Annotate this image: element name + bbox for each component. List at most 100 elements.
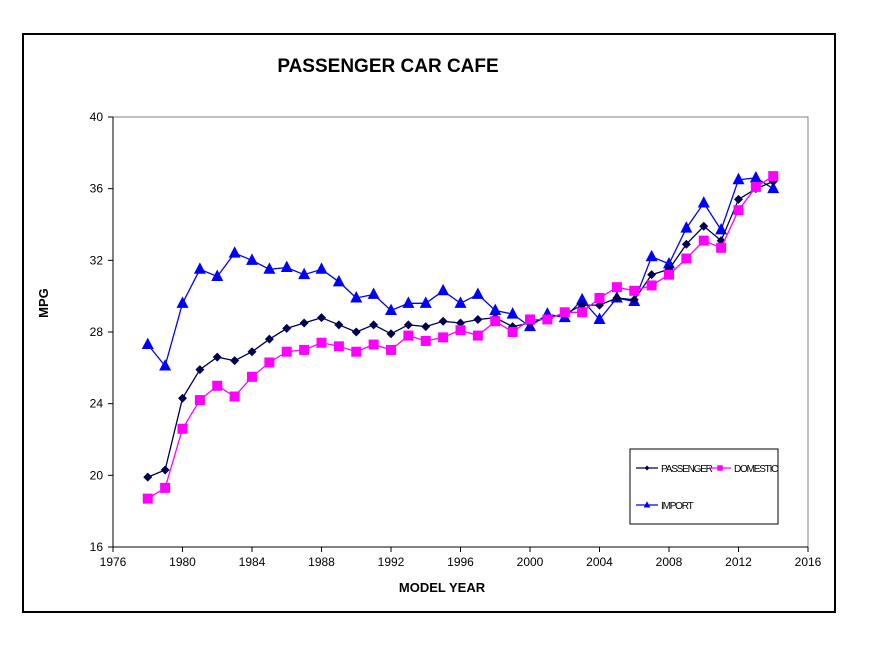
data-point-passenger [178,393,187,403]
data-point-import [697,196,710,208]
data-point-domestic [681,253,692,264]
y-tick-label: 36 [90,182,104,196]
x-tick-label: 1984 [239,555,266,569]
data-point-passenger [351,327,361,337]
data-point-domestic [333,341,344,352]
x-tick-label: 1976 [100,555,127,569]
data-point-passenger [647,270,657,280]
series-layer [141,171,780,504]
x-tick-label: 2012 [725,555,752,569]
data-point-import [280,260,293,272]
x-tick-label: 1980 [169,555,196,569]
data-point-passenger [160,465,170,475]
y-tick-label: 20 [90,468,104,482]
data-point-domestic [542,314,553,325]
data-point-passenger [403,320,413,330]
data-point-passenger [299,318,309,328]
data-point-passenger [317,313,326,323]
data-point-import [576,292,589,305]
data-point-domestic [472,330,483,341]
data-point-import [506,307,519,319]
data-point-passenger [264,334,274,344]
data-point-domestic [768,171,779,182]
data-point-import [732,172,745,185]
data-point-passenger [438,316,448,326]
x-tick-label: 1992 [378,555,405,569]
data-point-import [315,262,328,274]
data-point-domestic [368,339,379,350]
data-point-domestic [611,282,622,293]
data-point-import [228,246,241,258]
series-import [141,171,780,371]
data-point-domestic [299,344,310,355]
data-point-import [176,296,189,308]
data-point-domestic [733,205,744,216]
data-point-domestic [455,325,466,336]
data-point-passenger [664,264,674,274]
y-tick-label: 28 [90,325,104,339]
data-point-import [454,296,467,308]
data-point-passenger [334,320,344,330]
x-axis-title: MODEL YEAR [399,580,486,595]
y-axis-title: MPG [36,288,51,318]
data-point-domestic [559,307,570,318]
data-point-import [385,303,397,315]
data-point-import [402,296,415,308]
data-point-passenger [212,352,222,362]
data-point-domestic [420,335,431,346]
data-point-domestic [525,314,535,325]
data-point-import [367,287,380,299]
x-tick-label: 1988 [308,555,335,569]
x-tick-label: 2004 [586,555,613,569]
data-point-import [419,296,432,308]
legend: PASSENGER DOMESTIC IMPORT [629,448,779,525]
data-point-domestic [194,395,205,406]
x-tick-label: 2008 [656,555,683,569]
data-point-domestic [316,337,327,348]
x-tick-label: 2016 [795,555,822,569]
legend-swatch-marker [717,465,723,471]
data-point-import [680,221,693,233]
data-point-domestic [177,423,188,434]
data-point-import [159,359,172,371]
data-point-passenger [230,356,240,366]
data-point-domestic [281,346,292,357]
data-point-import [193,262,206,274]
data-point-domestic [629,285,640,296]
data-point-import [489,303,502,315]
data-point-import [437,283,450,296]
legend-item-domestic: DOMESTIC [709,464,779,475]
data-point-passenger [247,347,257,357]
legend-swatch-marker [644,465,650,471]
data-point-domestic [229,391,240,402]
data-point-import [263,262,276,274]
data-point-domestic [577,307,588,318]
data-point-passenger [734,194,743,204]
x-tick-label: 1996 [447,555,474,569]
data-point-domestic [750,181,761,192]
x-ticks: 1976 1980 1984 1988 1992 1996 2000 2004 2008 2012… [100,547,822,569]
data-point-import [246,253,258,265]
series-domestic [142,171,779,504]
data-point-import [593,312,606,324]
data-point-domestic [264,357,275,368]
data-point-import [350,291,363,303]
data-point-import [767,181,780,194]
legend-swatch-marker [643,501,651,508]
data-point-import [298,267,311,280]
data-point-import [332,274,345,287]
x-tick-label: 2000 [517,555,544,569]
data-point-domestic [438,332,449,343]
chart-title: PASSENGER CAR CAFE [277,56,498,77]
y-tick-label: 24 [90,397,104,411]
data-point-domestic [664,269,674,280]
data-point-passenger [386,329,396,339]
data-point-domestic [716,242,727,253]
data-point-import [645,249,658,262]
data-point-passenger [612,293,622,303]
data-point-passenger [282,323,292,333]
data-point-domestic [247,371,257,382]
data-point-import [211,269,224,281]
y-tick-label: 40 [90,110,104,124]
y-tick-label: 16 [90,540,104,554]
